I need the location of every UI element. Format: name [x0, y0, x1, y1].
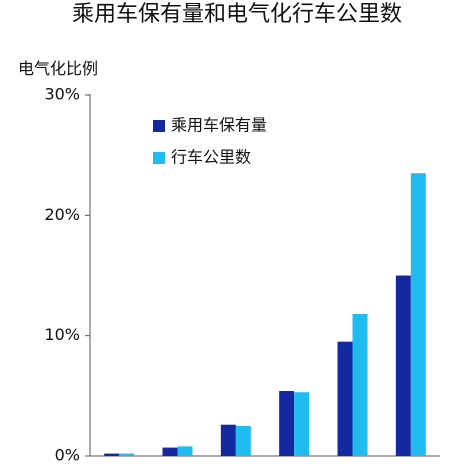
- y-axis-label: 电气化比例: [18, 59, 98, 78]
- legend-label: 乘用车保有量: [171, 116, 267, 135]
- legend-label: 行车公里数: [171, 148, 251, 167]
- y-tick-label: 0%: [55, 446, 80, 465]
- bar-vehicle-km-2: [177, 446, 193, 456]
- bar-vehicle-stock-1: [104, 453, 120, 456]
- bar-vehicle-stock-2: [162, 447, 178, 456]
- bar-vehicle-km-3: [235, 425, 251, 456]
- y-tick-label: 10%: [44, 325, 80, 344]
- bar-vehicle-stock-6: [395, 275, 411, 456]
- y-tick-label: 30%: [44, 85, 80, 104]
- legend-swatch: [153, 152, 165, 164]
- y-axis-ticks: 0% 10% 20% 30%: [44, 85, 90, 465]
- bar-vehicle-km-5: [352, 314, 368, 456]
- bar-vehicle-stock-3: [220, 424, 236, 456]
- y-tick-label: 20%: [44, 205, 80, 224]
- chart-title: 乘用车保有量和电气化行车公里数: [72, 2, 402, 27]
- bar-vehicle-km-4: [294, 392, 310, 456]
- bar-vehicle-stock-4: [279, 391, 295, 456]
- bar-vehicle-km-1: [119, 453, 135, 456]
- legend-swatch: [153, 120, 165, 132]
- bars-group: [104, 173, 426, 456]
- bar-vehicle-km-6: [410, 173, 426, 456]
- bar-vehicle-stock-5: [337, 341, 353, 456]
